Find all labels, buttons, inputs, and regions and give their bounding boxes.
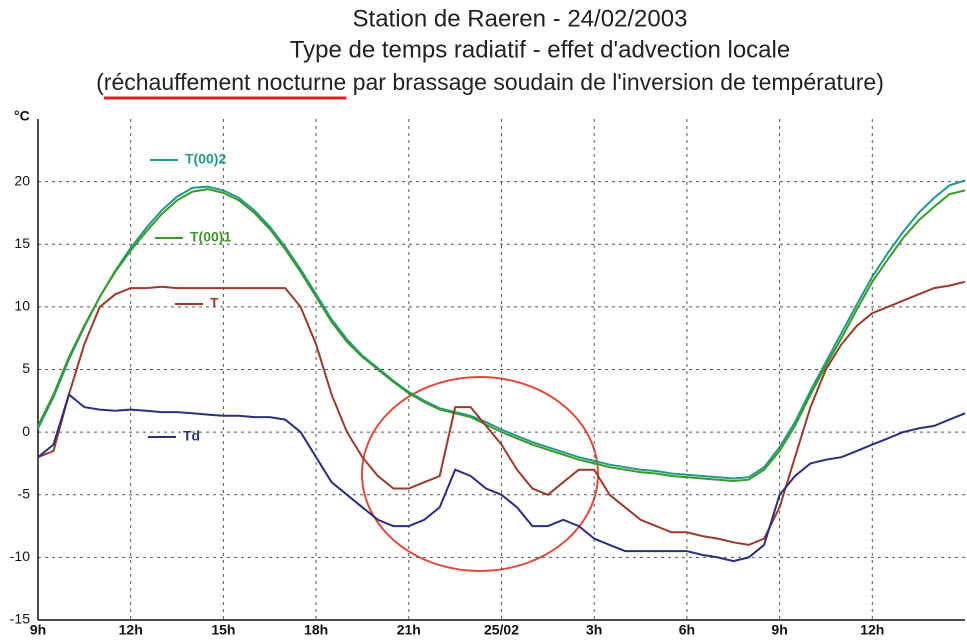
y-tick-label: 10 xyxy=(14,298,30,314)
y-tick-label: 5 xyxy=(22,360,30,376)
legend-label: T xyxy=(210,295,219,311)
legend-label: Td xyxy=(183,428,200,444)
y-tick-label: -5 xyxy=(18,485,31,501)
series-line xyxy=(37,188,966,483)
x-tick-label: 21h xyxy=(397,622,421,638)
x-tick-label: 6h xyxy=(679,622,695,638)
chart-subtitle: (réchauffement nocturne par brassage sou… xyxy=(96,69,884,95)
chart-title: Type de temps radiatif - effet d'advecti… xyxy=(290,36,790,63)
series-line xyxy=(37,179,966,480)
legend-label: T(00)1 xyxy=(190,229,231,245)
series-line xyxy=(37,392,966,563)
annotation-ellipse xyxy=(361,376,599,572)
subtitle-part: par brassage soudain de l'inversion de t… xyxy=(346,69,884,95)
y-tick-label: 20 xyxy=(14,172,30,188)
y-axis-label: °C xyxy=(14,108,30,124)
x-tick-label: 12h xyxy=(860,622,884,638)
y-tick-label: 15 xyxy=(14,235,30,251)
y-tick-label: 0 xyxy=(22,423,30,439)
y-tick-label: -10 xyxy=(10,548,30,564)
legend-label: T(00)2 xyxy=(185,151,226,167)
series-line xyxy=(37,280,966,546)
x-tick-label: 9h xyxy=(771,622,787,638)
x-tick-label: 18h xyxy=(304,622,328,638)
subtitle-highlight: réchauffement nocturne xyxy=(104,69,347,95)
x-tick-label: 12h xyxy=(119,622,143,638)
x-tick-label: 3h xyxy=(586,622,602,638)
x-tick-label: 15h xyxy=(211,622,235,638)
x-tick-label: 9h xyxy=(30,622,46,638)
x-tick-label: 25/02 xyxy=(484,622,519,638)
y-tick-label: -15 xyxy=(10,611,30,627)
chart-title: Station de Raeren - 24/02/2003 xyxy=(353,5,688,32)
subtitle-part: ( xyxy=(96,69,104,95)
